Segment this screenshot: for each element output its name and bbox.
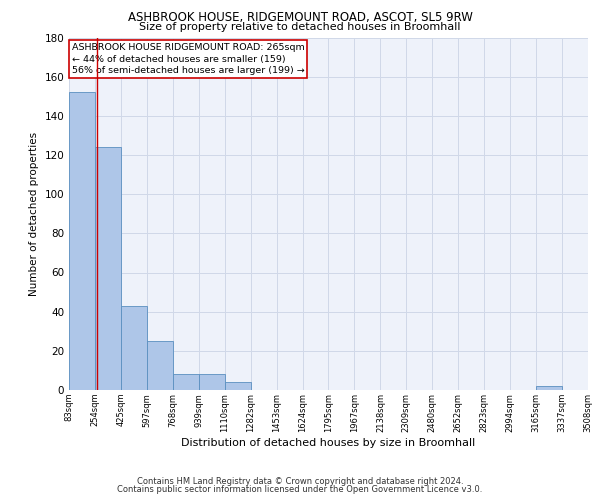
Bar xyxy=(199,374,224,390)
Text: Size of property relative to detached houses in Broomhall: Size of property relative to detached ho… xyxy=(139,22,461,32)
Text: ASHBROOK HOUSE RIDGEMOUNT ROAD: 265sqm
← 44% of detached houses are smaller (159: ASHBROOK HOUSE RIDGEMOUNT ROAD: 265sqm ←… xyxy=(71,43,304,76)
Bar xyxy=(147,341,173,390)
Text: Contains public sector information licensed under the Open Government Licence v3: Contains public sector information licen… xyxy=(118,485,482,494)
Text: Contains HM Land Registry data © Crown copyright and database right 2024.: Contains HM Land Registry data © Crown c… xyxy=(137,477,463,486)
Bar xyxy=(173,374,199,390)
Y-axis label: Number of detached properties: Number of detached properties xyxy=(29,132,39,296)
Text: ASHBROOK HOUSE, RIDGEMOUNT ROAD, ASCOT, SL5 9RW: ASHBROOK HOUSE, RIDGEMOUNT ROAD, ASCOT, … xyxy=(128,11,472,24)
X-axis label: Distribution of detached houses by size in Broomhall: Distribution of detached houses by size … xyxy=(181,438,476,448)
Bar xyxy=(95,147,121,390)
Bar xyxy=(121,306,147,390)
Bar xyxy=(536,386,562,390)
Bar xyxy=(224,382,251,390)
Bar xyxy=(69,92,95,390)
